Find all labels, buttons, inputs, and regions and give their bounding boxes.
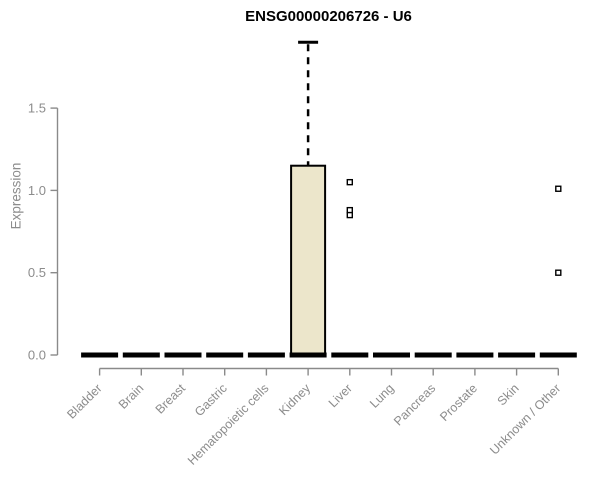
median-bar (331, 352, 369, 358)
x-axis-category-label: Breast (153, 381, 189, 417)
median-bar (456, 352, 494, 358)
median-bar (81, 352, 119, 358)
median-bar (539, 352, 577, 358)
median-bar (206, 352, 244, 358)
median-bar (164, 352, 202, 358)
x-axis-category-label: Kidney (276, 381, 313, 418)
outlier-point (555, 269, 562, 276)
y-tick-label: 1.0 (28, 183, 46, 198)
x-axis-category-label: Gastric (192, 381, 230, 419)
median-bar (122, 352, 160, 358)
median-bar (289, 352, 327, 358)
median-bar (498, 352, 536, 358)
median-bar (247, 352, 285, 358)
median-bar (414, 352, 452, 358)
x-axis-category-label: Skin (495, 381, 522, 408)
outlier-point (346, 178, 353, 186)
x-axis-category-label: Hematopoietic cells (185, 381, 272, 468)
x-axis-category-label: Prostate (437, 381, 480, 424)
outlier-point (346, 211, 353, 219)
y-tick-label: 1.5 (28, 101, 46, 116)
x-axis-category-label: Bladder (64, 381, 104, 421)
median-bar (373, 352, 410, 358)
x-axis-category-label: Liver (326, 381, 355, 410)
x-axis-category-label: Brain (116, 381, 147, 412)
x-axis-category-label: Lung (367, 381, 397, 411)
outlier-point (555, 185, 562, 192)
x-axis-category-label: Unknown / Other (487, 381, 563, 457)
x-axis-category-label: Pancreas (391, 381, 438, 428)
y-tick-label: 0.5 (28, 265, 46, 280)
box-iqr (290, 164, 327, 356)
y-tick-label: 0.0 (28, 348, 46, 363)
chart-title: ENSG00000206726 - U6 (245, 8, 412, 25)
